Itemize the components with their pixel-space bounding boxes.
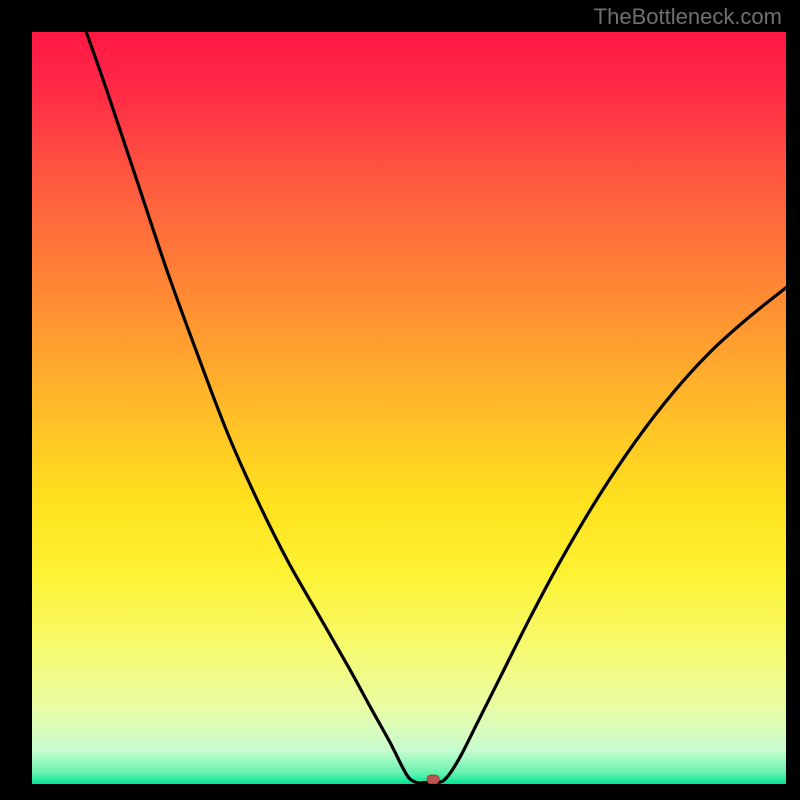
plot-area — [32, 32, 786, 784]
chart-frame: TheBottleneck.com — [0, 0, 800, 800]
watermark-text: TheBottleneck.com — [594, 4, 782, 30]
optimal-point-marker — [427, 775, 439, 784]
gradient-background — [32, 32, 786, 784]
chart-svg — [32, 32, 786, 784]
